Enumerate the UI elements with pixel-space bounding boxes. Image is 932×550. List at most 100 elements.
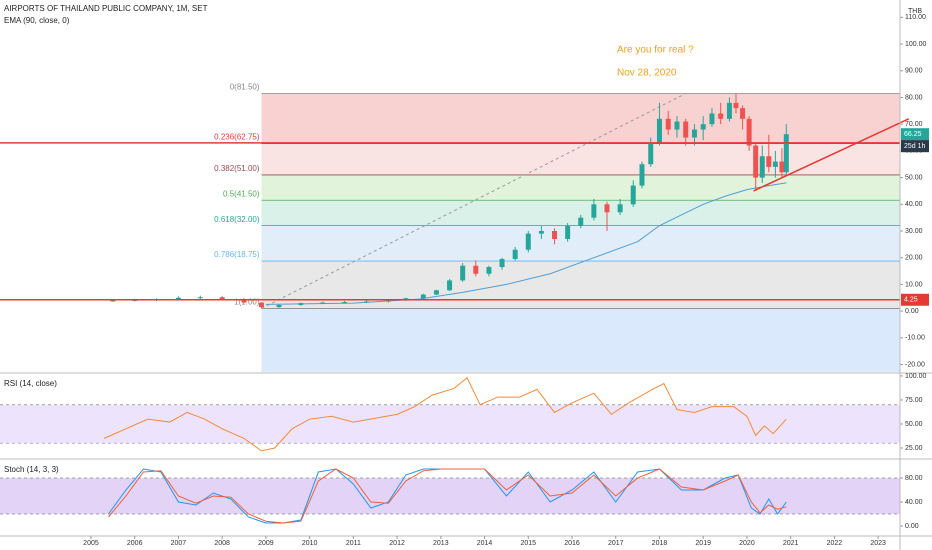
x-tick-label: 2022: [827, 540, 843, 547]
indicator-line: [108, 468, 787, 524]
y-tick-label: -10.00: [905, 335, 925, 342]
x-tick-label: 2007: [171, 540, 187, 547]
candle-body: [420, 294, 426, 299]
fib-zone: [261, 174, 901, 201]
fib-zone: [261, 308, 901, 372]
y-tick-label: -20.00: [905, 361, 925, 368]
x-tick-label: 2021: [783, 540, 799, 547]
x-tick-label: 2020: [739, 540, 755, 547]
fib-label: 0.618(32.00): [214, 215, 260, 224]
candle-body: [733, 102, 739, 109]
candle-body: [766, 156, 772, 167]
candle-body: [499, 259, 505, 268]
candle-body: [648, 142, 654, 165]
candle-body: [473, 265, 479, 274]
candle-body: [298, 303, 304, 305]
candle-body: [525, 233, 531, 250]
pane-title: RSI (14, close): [4, 379, 57, 388]
fib-label: 0.236(62.75): [214, 133, 260, 142]
y-tick-label: 100.00: [905, 41, 927, 48]
candle-body: [753, 145, 759, 178]
candle-body: [538, 230, 544, 234]
x-tick-label: 2010: [302, 540, 318, 547]
fib-zone: [261, 261, 901, 309]
candle-body: [241, 299, 247, 303]
candle-body: [460, 265, 466, 281]
candle-body: [447, 280, 453, 291]
candle-body: [363, 301, 369, 303]
y-tick-label: 10.00: [905, 281, 923, 288]
x-tick-label: 2011: [346, 540, 361, 547]
currency: THB: [908, 8, 922, 15]
candle-body: [639, 164, 645, 186]
x-tick-label: 2005: [83, 540, 99, 547]
x-tick-label: 2023: [870, 540, 886, 547]
candle-body: [175, 297, 181, 300]
candle-body: [709, 113, 715, 125]
annotation: Are you for real ?: [617, 45, 694, 56]
y-tick-label: 110.00: [905, 14, 926, 21]
annotation: Nov 28, 2020: [617, 68, 677, 79]
ema-line: [265, 182, 787, 305]
x-tick-label: 2015: [520, 540, 536, 547]
last-price-label: 66.25: [904, 131, 922, 138]
fib-zone: [261, 225, 901, 262]
fib-label: 0.382(51.00): [214, 164, 260, 173]
candle-body: [740, 108, 746, 119]
candle-body: [276, 304, 282, 308]
last-price-badge: [901, 128, 929, 141]
y-tick-label: 40.00: [905, 201, 923, 208]
x-tick-label: 2006: [127, 540, 143, 547]
countdown-badge: [901, 140, 929, 153]
price-badge: [901, 293, 929, 306]
y-tick-label: 20.00: [905, 255, 923, 262]
y-tick-label: 100.00: [905, 373, 927, 380]
candle-body: [674, 121, 680, 130]
fib-label: 0.786(18.75): [214, 250, 260, 259]
y-tick-label: 80.00: [905, 475, 923, 482]
candle-body: [700, 124, 706, 130]
candle-body: [565, 225, 571, 240]
price-badge-label: 4.25: [904, 297, 918, 304]
candle-body: [486, 267, 492, 274]
band: [0, 404, 900, 444]
y-tick-label: 25.00: [905, 445, 923, 452]
candle-body: [746, 118, 752, 146]
x-tick-label: 2016: [564, 540, 580, 547]
indicator-line: [103, 377, 787, 452]
x-tick-label: 2012: [389, 540, 405, 547]
candle-body: [591, 204, 597, 218]
y-tick-label: 50.00: [905, 174, 923, 181]
x-tick-label: 2019: [695, 540, 711, 547]
y-tick-label: 30.00: [905, 228, 923, 235]
fib-zone: [261, 143, 901, 175]
y-tick-label: 40.00: [905, 499, 923, 506]
candle-body: [197, 297, 203, 299]
ema-legend: EMA (90, close, 0): [4, 16, 70, 25]
y-tick-label: 70.00: [905, 121, 923, 128]
y-tick-label: 90.00: [905, 68, 923, 75]
candle-body: [512, 249, 518, 260]
candle-body: [630, 185, 636, 205]
candle-body: [110, 300, 116, 302]
chart-title: AIRPORTS OF THAILAND PUBLIC COMPANY, 1M,…: [4, 4, 208, 13]
x-tick-label: 2014: [477, 540, 493, 547]
candle-body: [578, 217, 584, 226]
fib-label: 0.5(41.50): [223, 189, 260, 198]
candle-body: [259, 302, 265, 308]
candle-body: [783, 134, 789, 173]
pane-title: Stoch (14, 3, 3): [4, 465, 59, 474]
candle-body: [759, 156, 765, 178]
candle-body: [779, 161, 785, 173]
candle-body: [552, 230, 558, 240]
candle-body: [219, 297, 225, 300]
candle-body: [726, 102, 732, 119]
countdown-label: 25d 1h: [904, 143, 926, 150]
x-tick-label: 2018: [652, 540, 668, 547]
candle-body: [617, 204, 623, 213]
candle-body: [683, 121, 689, 138]
candle-body: [604, 204, 610, 213]
fib-zone: [261, 93, 901, 144]
candle-body: [665, 118, 671, 130]
x-tick-label: 2017: [608, 540, 624, 547]
